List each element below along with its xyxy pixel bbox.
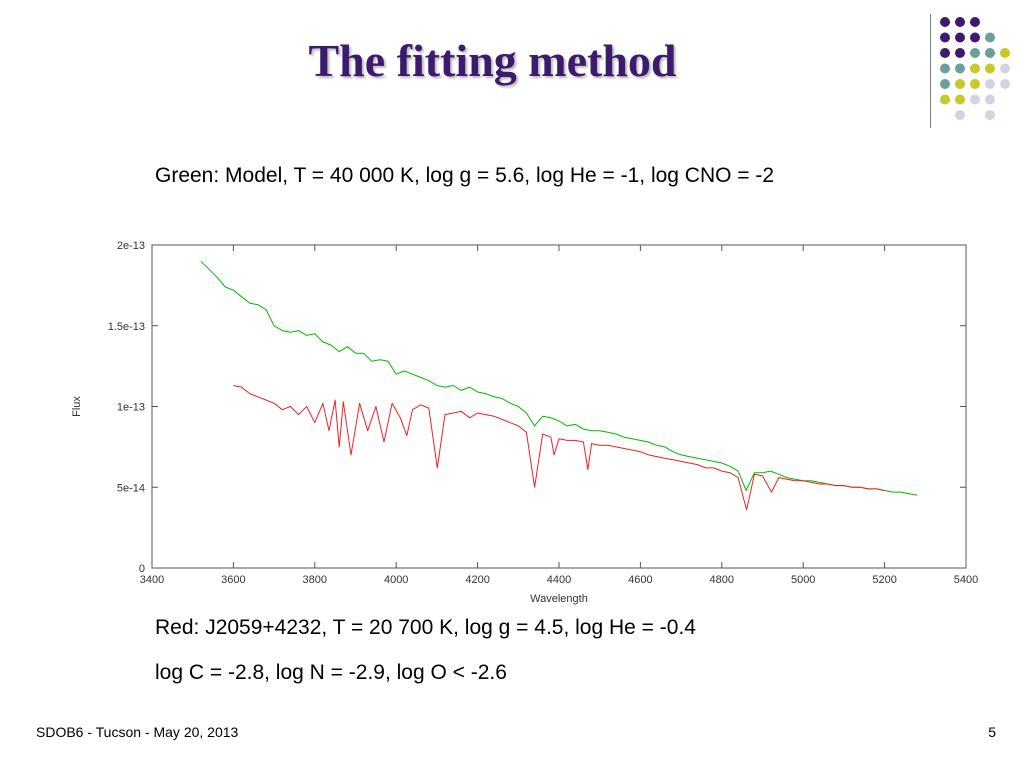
- y-tick-label: 5e-14: [117, 482, 145, 494]
- decor-dot: [940, 17, 950, 27]
- decor-dot: [955, 48, 965, 58]
- y-tick-label: 0: [139, 563, 145, 575]
- x-tick-label: 4400: [547, 574, 571, 586]
- decor-dot: [940, 32, 950, 43]
- x-tick-label: 4800: [710, 574, 734, 586]
- y-axis-label: Flux: [71, 396, 83, 417]
- x-tick-label: 5200: [872, 574, 896, 586]
- y-tick-label: 2e-13: [117, 240, 145, 252]
- decor-dot: [970, 17, 980, 27]
- decor-dot: [985, 79, 995, 89]
- x-tick-label: 3400: [140, 574, 164, 586]
- model-caption: Green: Model, T = 40 000 K, log g = 5.6,…: [155, 164, 775, 187]
- x-tick-label: 3800: [303, 574, 327, 586]
- footer-event: SDOB6 - Tucson - May 20, 2013: [36, 724, 239, 740]
- decor-dot: [940, 63, 950, 74]
- decor-dot-grid: [940, 17, 1010, 120]
- decor-dot: [955, 110, 965, 120]
- decor-dot: [940, 79, 950, 89]
- series-line-1: [233, 385, 885, 511]
- decor-dot: [970, 63, 980, 74]
- decor-dot: [970, 48, 980, 58]
- x-tick-label: 5000: [791, 574, 815, 586]
- y-tick-label: 1.5e-13: [108, 321, 145, 333]
- decor-dot: [970, 94, 980, 105]
- decor-dot: [955, 79, 965, 89]
- decor-dot: [955, 63, 965, 74]
- decor-dot: [985, 110, 995, 120]
- observation-caption-line1: Red: J2059+4232, T = 20 700 K, log g = 4…: [155, 616, 696, 639]
- series-line-0: [200, 260, 918, 496]
- slide-title: The fitting method: [308, 35, 677, 86]
- spectrum-chart: 3400 3600 3800 4000 4200 4400 4600 4800 5000 5200…: [71, 240, 978, 605]
- decor-dot: [940, 48, 950, 58]
- decor-dot: [955, 17, 965, 27]
- decor-dot: [1000, 48, 1010, 58]
- decor-dot: [955, 32, 965, 43]
- decor-dot: [970, 32, 980, 43]
- decor-dot: [970, 79, 980, 89]
- x-tick-label: 5400: [954, 574, 978, 586]
- decor-dot: [1000, 63, 1010, 74]
- decor-dot: [955, 94, 965, 105]
- x-tick-label: 3600: [221, 574, 245, 586]
- x-tick-label: 4600: [628, 574, 652, 586]
- decor-divider: [930, 14, 931, 128]
- plot-frame: [151, 244, 967, 569]
- decor-dot: [940, 94, 950, 105]
- decor-dot: [1000, 79, 1010, 89]
- decor-dot: [985, 94, 995, 105]
- x-tick-label: 4000: [384, 574, 408, 586]
- y-tick-label: 1e-13: [117, 402, 145, 414]
- decor-dot: [985, 32, 995, 43]
- decor-dot: [985, 63, 995, 74]
- page-number: 5: [988, 724, 996, 740]
- observation-caption-line2: log C = -2.8, log N = -2.9, log O < -2.6: [155, 661, 507, 684]
- decor-dot: [985, 48, 995, 58]
- x-axis-label: Wavelength: [530, 593, 588, 605]
- x-tick-label: 4200: [465, 574, 489, 586]
